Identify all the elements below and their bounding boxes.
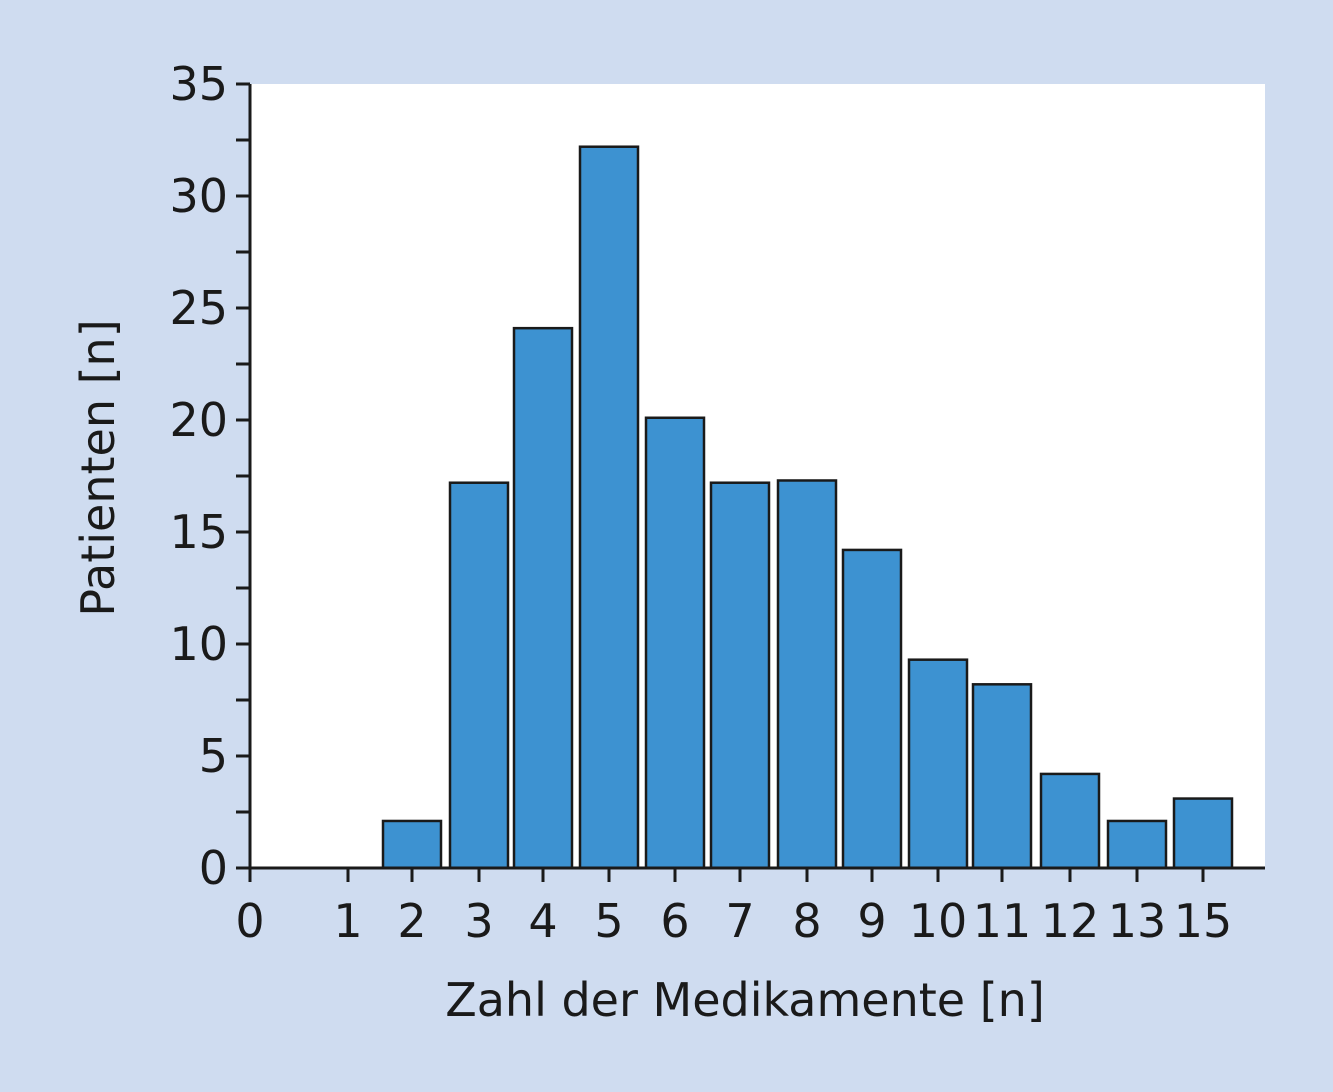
x-tick-label: 12 — [1041, 894, 1100, 948]
bar-5 — [578, 145, 640, 870]
x-tick-label: 5 — [594, 894, 623, 948]
bar-6 — [644, 416, 706, 870]
y-tick-label: 30 — [169, 169, 228, 223]
bar-12 — [1039, 772, 1101, 870]
y-tick-label: 25 — [169, 281, 228, 335]
x-tick-label: 0 — [235, 894, 264, 948]
x-tick-label: 10 — [909, 894, 968, 948]
x-ticks-group: 0 1 2 3 4 5 6 7 8 9 10 11 12 13 15 — [235, 868, 1232, 948]
bar-2 — [381, 819, 443, 870]
x-axis-title: Zahl der Medikamente [n] — [445, 973, 1045, 1027]
x-tick-label: 13 — [1108, 894, 1167, 948]
axes-group — [236, 84, 1265, 882]
x-tick-label: 2 — [397, 894, 426, 948]
x-tick-label: 3 — [464, 894, 493, 948]
bar-7 — [709, 481, 771, 870]
x-tick-label: 6 — [660, 894, 689, 948]
y-tick-label: 35 — [169, 57, 228, 111]
bar-8 — [776, 479, 838, 870]
bar-9 — [841, 548, 903, 870]
x-tick-label: 4 — [528, 894, 557, 948]
y-tick-label: 15 — [169, 505, 228, 559]
bar-4 — [512, 326, 574, 870]
y-ticks-group: 0 5 10 15 20 25 30 35 — [169, 57, 250, 895]
x-tick-label: 11 — [973, 894, 1032, 948]
bar-3 — [448, 481, 510, 870]
y-tick-label: 0 — [199, 841, 228, 895]
bars-group — [381, 145, 1234, 870]
bar-15 — [1172, 797, 1234, 870]
bar-11 — [971, 683, 1033, 870]
x-tick-label: 8 — [792, 894, 821, 948]
y-tick-label: 10 — [169, 617, 228, 671]
x-tick-label: 9 — [857, 894, 886, 948]
x-tick-label: 15 — [1174, 894, 1233, 948]
bar-10 — [907, 658, 969, 870]
x-tick-label: 1 — [333, 894, 362, 948]
bar-13 — [1106, 819, 1168, 870]
x-tick-label: 7 — [725, 894, 754, 948]
y-tick-label: 5 — [199, 729, 228, 783]
y-axis-title: Patienten [n] — [71, 319, 125, 616]
y-tick-label: 20 — [169, 393, 228, 447]
